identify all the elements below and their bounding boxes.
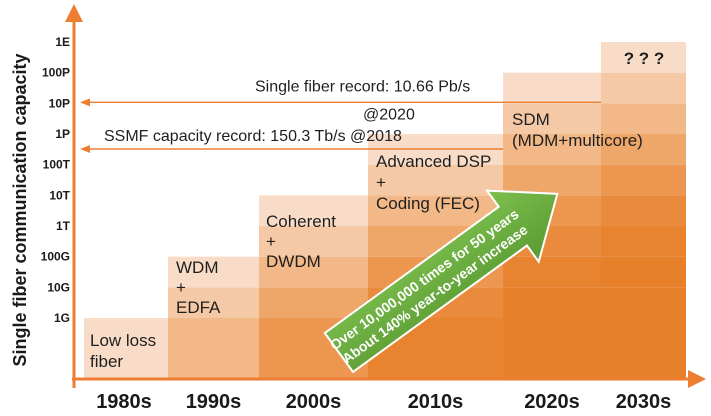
bar-segment xyxy=(168,318,259,379)
y-tick-label: 100G xyxy=(41,250,70,264)
step-label-1980s: Low loss xyxy=(90,331,156,350)
bar-segment xyxy=(601,256,686,288)
bar-segment xyxy=(259,195,368,226)
step-label-2000s: + xyxy=(266,232,276,251)
step-label-1990s: WDM xyxy=(176,258,218,277)
step-label-2010s: + xyxy=(376,173,386,192)
annotation-text-2: SSMF capacity record: 150.3 Tb/s @2018 xyxy=(104,128,402,145)
step-label-2020s: (MDM+multicore) xyxy=(512,131,643,150)
y-tick-label: 10T xyxy=(49,188,70,202)
bar-segment xyxy=(368,164,503,196)
y-tick-label: 1P xyxy=(55,127,70,141)
step-label-1990s: EDFA xyxy=(176,298,221,317)
y-tick-label: 10P xyxy=(49,96,70,110)
bar-segment xyxy=(503,318,601,379)
trend-arrow-icon xyxy=(323,189,559,374)
axes xyxy=(65,4,706,388)
step-label-2000s: Coherent xyxy=(266,212,336,231)
y-tick-label: 1E xyxy=(55,35,70,49)
bar-segment xyxy=(503,103,601,134)
y-tick-label: 1T xyxy=(56,219,71,233)
annotation-text-1: Single fiber record: 10.66 Pb/s xyxy=(255,78,470,95)
y-tick-label: 10G xyxy=(47,280,70,294)
step-label-1980s: fiber xyxy=(90,352,123,371)
y-tick-group: 1G 10G 100G 1T 10T 100T 1P 10P 100P 1E xyxy=(41,35,71,325)
bar-segment xyxy=(259,256,368,288)
bar-segment xyxy=(503,72,601,104)
bar-segment xyxy=(601,164,686,196)
x-tick-label: 1980s xyxy=(96,391,152,413)
y-tick-label: 1G xyxy=(54,311,70,325)
step-label-2030s: ? ? ? xyxy=(624,49,665,68)
bar-2030s xyxy=(601,42,686,379)
step-label-2000s: DWDM xyxy=(266,252,321,271)
step-label-2010s: Coding (FEC) xyxy=(376,194,480,213)
step-label-group: Low lossfiberWDM+EDFACoherent+DWDMAdvanc… xyxy=(90,49,664,371)
bar-segment xyxy=(168,256,259,288)
y-tick-label: 100T xyxy=(43,158,71,172)
annotation-arrowhead-icon xyxy=(80,98,90,107)
bar-segment xyxy=(503,256,601,288)
x-tick-group: 1980s 1990s 2000s 2010s 2020s 2030s xyxy=(96,391,671,413)
bar-segment xyxy=(259,287,368,318)
bar-segment xyxy=(601,103,686,134)
bar-segment xyxy=(601,42,686,73)
x-axis-arrowhead-icon xyxy=(688,370,706,388)
x-tick-label: 2000s xyxy=(286,391,342,413)
x-tick-label: 1990s xyxy=(186,391,242,413)
x-tick-label: 2010s xyxy=(408,391,464,413)
y-axis-title: Single fiber communication capacity xyxy=(10,53,30,366)
bar-segment xyxy=(601,134,686,165)
bar-segment xyxy=(168,287,259,318)
step-label-1990s: + xyxy=(176,278,186,297)
y-axis-arrowhead-icon xyxy=(65,4,83,22)
bar-segment xyxy=(503,164,601,196)
bar-segment xyxy=(503,134,601,165)
y-tick-label: 100P xyxy=(42,66,70,80)
bar-segment xyxy=(601,226,686,257)
x-tick-label: 2020s xyxy=(524,391,580,413)
bar-segment xyxy=(601,195,686,226)
bar-1980s xyxy=(84,318,168,379)
bar-segment xyxy=(601,287,686,318)
bar-segment xyxy=(84,318,168,379)
bar-segment xyxy=(503,287,601,318)
bar-2000s xyxy=(259,195,368,379)
annotation-arrowhead-icon xyxy=(80,145,90,153)
annotation-text-1b: @2020 xyxy=(363,106,415,123)
bar-segment xyxy=(601,72,686,104)
bar-1990s xyxy=(168,256,259,379)
bar-segment xyxy=(601,318,686,379)
step-label-2010s: Advanced DSP xyxy=(376,152,491,171)
x-tick-label: 2030s xyxy=(616,391,672,413)
step-label-2020s: SDM xyxy=(512,110,550,129)
annotation-group: Single fiber record: 10.66 Pb/s @2020 SSMF… xyxy=(80,78,601,153)
bar-segment xyxy=(259,226,368,257)
